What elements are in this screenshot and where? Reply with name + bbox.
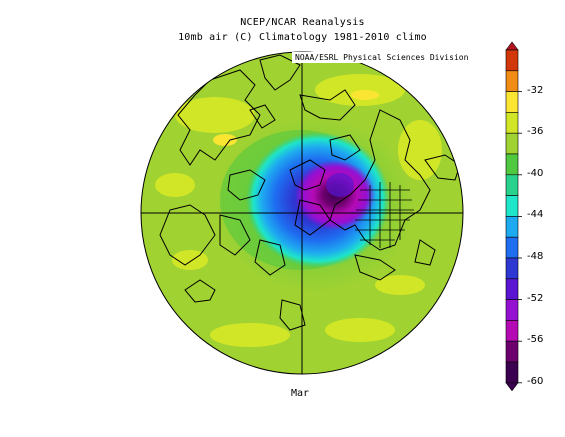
colorbar-swatch <box>505 70 519 92</box>
borders <box>355 182 414 248</box>
colorbar-swatch <box>505 299 519 321</box>
colorbar-tick-label: -52 <box>527 292 544 304</box>
colorbar-swatch <box>505 236 519 259</box>
colorbar-swatch <box>505 91 519 113</box>
chart-subtitle: 10mb air (C) Climatology 1981-2010 climo <box>178 32 427 43</box>
colorbar-tick-label: -60 <box>527 375 544 387</box>
colorbar-top-arrow <box>505 41 519 51</box>
colorbar-swatch <box>505 174 519 196</box>
colorbar-bottom-arrow <box>505 382 519 392</box>
credit-label: NOAA/ESRL Physical Sciences Division <box>292 52 472 63</box>
colorbar-swatch <box>505 257 519 280</box>
colorbar-swatch <box>505 153 519 176</box>
colorbar-swatch <box>505 49 519 72</box>
colorbar-swatch <box>505 320 519 342</box>
colorbar <box>505 41 522 392</box>
colorbar-swatch <box>505 216 519 238</box>
colorbar-tick-label: -40 <box>527 167 544 179</box>
colorbar-swatch <box>505 278 519 300</box>
coastlines <box>159 54 461 331</box>
colorbar-swatch <box>505 132 519 155</box>
month-label: Mar <box>291 388 310 399</box>
colorbar-swatch <box>505 195 519 217</box>
colorbar-swatch <box>505 361 519 384</box>
colorbar-swatch <box>505 112 519 134</box>
chart-title: NCEP/NCAR Reanalysis <box>240 17 365 28</box>
colorbar-swatch <box>505 340 519 363</box>
colorbar-tick-label: -32 <box>527 84 544 96</box>
colorbar-tick-label: -44 <box>527 209 544 221</box>
colorbar-tick-label: -36 <box>527 126 544 138</box>
colorbar-tick-label: -56 <box>527 334 544 346</box>
colorbar-tick-label: -48 <box>527 251 544 262</box>
